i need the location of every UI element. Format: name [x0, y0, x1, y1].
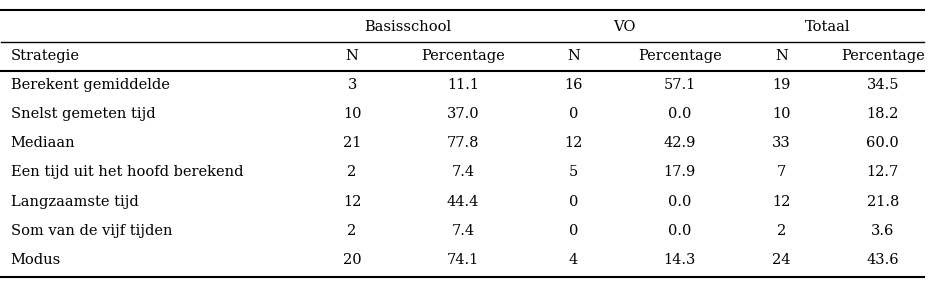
- Text: 2: 2: [348, 166, 357, 179]
- Text: 7: 7: [777, 166, 786, 179]
- Text: 33: 33: [772, 136, 791, 151]
- Text: 14.3: 14.3: [664, 253, 696, 267]
- Text: 44.4: 44.4: [447, 195, 479, 208]
- Text: 2: 2: [348, 224, 357, 238]
- Text: Snelst gemeten tijd: Snelst gemeten tijd: [10, 107, 155, 121]
- Text: 10: 10: [343, 107, 361, 121]
- Text: Som van de vijf tijden: Som van de vijf tijden: [10, 224, 172, 238]
- Text: 20: 20: [343, 253, 362, 267]
- Text: Percentage: Percentage: [421, 49, 505, 63]
- Text: 42.9: 42.9: [664, 136, 696, 151]
- Text: VO: VO: [613, 20, 636, 34]
- Text: 0: 0: [568, 224, 579, 238]
- Text: 10: 10: [772, 107, 790, 121]
- Text: 4: 4: [569, 253, 578, 267]
- Text: 0.0: 0.0: [669, 224, 692, 238]
- Text: 34.5: 34.5: [867, 78, 899, 92]
- Text: 24: 24: [772, 253, 790, 267]
- Text: 3.6: 3.6: [871, 224, 895, 238]
- Text: 0.0: 0.0: [669, 107, 692, 121]
- Text: 21.8: 21.8: [867, 195, 899, 208]
- Text: 43.6: 43.6: [867, 253, 899, 267]
- Text: Berekent gemiddelde: Berekent gemiddelde: [10, 78, 169, 92]
- Text: 2: 2: [777, 224, 786, 238]
- Text: 21: 21: [343, 136, 361, 151]
- Text: 57.1: 57.1: [664, 78, 696, 92]
- Text: 18.2: 18.2: [867, 107, 899, 121]
- Text: 60.0: 60.0: [867, 136, 899, 151]
- Text: Totaal: Totaal: [805, 20, 850, 34]
- Text: Langzaamste tijd: Langzaamste tijd: [10, 195, 138, 208]
- Text: Strategie: Strategie: [10, 49, 79, 63]
- Text: N: N: [775, 49, 787, 63]
- Text: 12: 12: [565, 136, 583, 151]
- Text: 0: 0: [568, 195, 579, 208]
- Text: 3: 3: [348, 78, 357, 92]
- Text: 0.0: 0.0: [669, 195, 692, 208]
- Text: 17.9: 17.9: [664, 166, 696, 179]
- Text: Basisschool: Basisschool: [364, 20, 451, 34]
- Text: Percentage: Percentage: [638, 49, 722, 63]
- Text: 7.4: 7.4: [452, 166, 474, 179]
- Text: 77.8: 77.8: [447, 136, 479, 151]
- Text: N: N: [346, 49, 358, 63]
- Text: Modus: Modus: [10, 253, 61, 267]
- Text: 0: 0: [568, 107, 579, 121]
- Text: 5: 5: [569, 166, 578, 179]
- Text: Mediaan: Mediaan: [10, 136, 75, 151]
- Text: 12: 12: [772, 195, 790, 208]
- Text: N: N: [568, 49, 580, 63]
- Text: 7.4: 7.4: [452, 224, 474, 238]
- Text: Een tijd uit het hoofd berekend: Een tijd uit het hoofd berekend: [10, 166, 243, 179]
- Text: 74.1: 74.1: [447, 253, 479, 267]
- Text: 19: 19: [772, 78, 790, 92]
- Text: 12.7: 12.7: [867, 166, 899, 179]
- Text: 11.1: 11.1: [447, 78, 479, 92]
- Text: Percentage: Percentage: [841, 49, 925, 63]
- Text: 12: 12: [343, 195, 361, 208]
- Text: 37.0: 37.0: [447, 107, 479, 121]
- Text: 16: 16: [565, 78, 583, 92]
